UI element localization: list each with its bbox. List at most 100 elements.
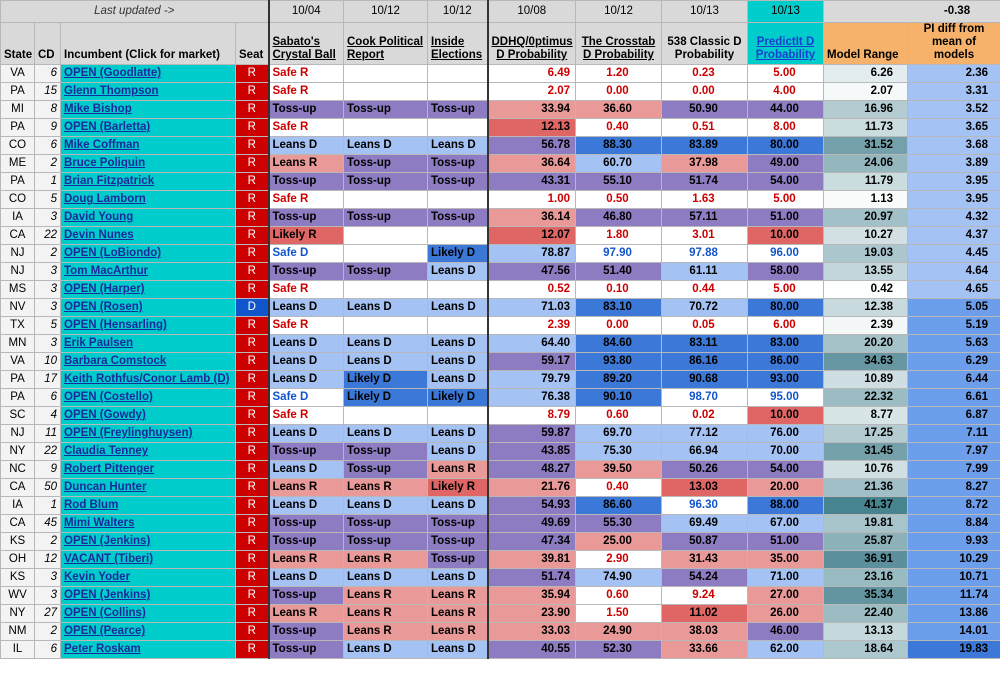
predictit-prob-cell: 62.00 — [747, 640, 824, 659]
incumbent-market-link[interactable]: OPEN (Jenkins) — [60, 532, 236, 551]
fte-prob-cell: 66.94 — [661, 442, 748, 461]
incumbent-market-link[interactable]: OPEN (Goodlatte) — [60, 64, 236, 83]
incumbent-market-link[interactable]: Keith Rothfus/Conor Lamb (D) — [60, 370, 236, 389]
incumbent-market-link[interactable]: Glenn Thompson — [60, 82, 236, 101]
fte-prob-cell: 77.12 — [661, 424, 748, 443]
sabato-rating-cell: Leans D — [268, 334, 344, 353]
incumbent-market-link[interactable]: Duncan Hunter — [60, 478, 236, 497]
incumbent-market-link[interactable]: OPEN (Rosen) — [60, 298, 236, 317]
incumbent-market-link[interactable]: Rod Blum — [60, 496, 236, 515]
model-range-cell: 25.87 — [823, 532, 908, 551]
inside-rating-cell: Leans D — [427, 352, 489, 371]
table-row: SC 4 OPEN (Gowdy) R Safe R 8.79 0.60 0.02 10.00 8… — [0, 406, 1000, 425]
incumbent-market-link[interactable]: OPEN (Jenkins) — [60, 586, 236, 605]
incumbent-market-link[interactable]: Mike Bishop — [60, 100, 236, 119]
incumbent-market-link[interactable]: OPEN (Freylinghuysen) — [60, 424, 236, 443]
crosstab-prob-cell: 1.80 — [575, 226, 662, 245]
incumbent-market-link[interactable]: OPEN (Collins) — [60, 604, 236, 623]
state-cell: NM — [0, 622, 35, 641]
state-cell: NJ — [0, 244, 35, 263]
model-range-cell: 11.79 — [823, 172, 908, 191]
ddhq-prob-cell: 33.94 — [487, 100, 576, 119]
table-row: VA 10 Barbara Comstock R Leans D Leans D Leans… — [0, 352, 1000, 371]
state-cell: SC — [0, 406, 35, 425]
pi-diff-cell: 2.36 — [907, 64, 1000, 83]
district-cell: 1 — [34, 172, 61, 191]
table-row: NY 27 OPEN (Collins) R Leans R Leans R Leans R… — [0, 604, 1000, 623]
state-cell: PA — [0, 370, 35, 389]
state-cell: ME — [0, 154, 35, 173]
model-range-cell: 19.03 — [823, 244, 908, 263]
ddhq-prob-cell: 49.69 — [487, 514, 576, 533]
col-cook[interactable]: Cook Political Report — [343, 22, 428, 65]
sabato-rating-cell: Toss-up — [268, 442, 344, 461]
incumbent-market-link[interactable]: OPEN (Pearce) — [60, 622, 236, 641]
cook-rating-cell: Toss-up — [343, 514, 428, 533]
incumbent-market-link[interactable]: Devin Nunes — [60, 226, 236, 245]
predictit-prob-cell: 6.00 — [747, 316, 824, 335]
district-cell: 2 — [34, 532, 61, 551]
incumbent-market-link[interactable]: Barbara Comstock — [60, 352, 236, 371]
incumbent-market-link[interactable]: OPEN (Costello) — [60, 388, 236, 407]
col-sabato[interactable]: Sabato's Crystal Ball — [268, 22, 344, 65]
pi-diff-cell: 7.99 — [907, 460, 1000, 479]
col-inside[interactable]: Inside Elections — [427, 22, 489, 65]
incumbent-market-link[interactable]: Mimi Walters — [60, 514, 236, 533]
crosstab-prob-cell: 90.10 — [575, 388, 662, 407]
date-cook: 10/12 — [343, 0, 428, 23]
incumbent-market-link[interactable]: VACANT (Tiberi) — [60, 550, 236, 569]
seat-party-cell: R — [235, 208, 270, 227]
incumbent-market-link[interactable]: Mike Coffman — [60, 136, 236, 155]
pi-diff-cell: 3.52 — [907, 100, 1000, 119]
district-cell: 8 — [34, 100, 61, 119]
model-range-cell: 22.40 — [823, 604, 908, 623]
col-predictit[interactable]: PredictIt D Probability — [747, 22, 824, 65]
predictit-prob-cell: 70.00 — [747, 442, 824, 461]
predictit-prob-cell: 10.00 — [747, 226, 824, 245]
incumbent-market-link[interactable]: OPEN (Hensarling) — [60, 316, 236, 335]
state-cell: OH — [0, 550, 35, 569]
incumbent-market-link[interactable]: OPEN (Gowdy) — [60, 406, 236, 425]
sabato-rating-cell: Leans D — [268, 352, 344, 371]
ddhq-prob-cell: 12.07 — [487, 226, 576, 245]
fte-prob-cell: 0.02 — [661, 406, 748, 425]
incumbent-market-link[interactable]: Brian Fitzpatrick — [60, 172, 236, 191]
col-ddhq[interactable]: DDHQ/0ptimus D Probability — [487, 22, 576, 65]
model-range-cell: 23.16 — [823, 568, 908, 587]
incumbent-market-link[interactable]: Erik Paulsen — [60, 334, 236, 353]
table-row: PA 6 OPEN (Costello) R Safe D Likely D Likely … — [0, 388, 1000, 407]
district-cell: 3 — [34, 586, 61, 605]
fte-prob-cell: 69.49 — [661, 514, 748, 533]
ddhq-prob-cell: 47.34 — [487, 532, 576, 551]
incumbent-market-link[interactable]: Doug Lamborn — [60, 190, 236, 209]
state-cell: NV — [0, 298, 35, 317]
incumbent-market-link[interactable]: Kevin Yoder — [60, 568, 236, 587]
col-crosstab[interactable]: The Crosstab D Probability — [575, 22, 662, 65]
crosstab-prob-cell: 89.20 — [575, 370, 662, 389]
predictit-prob-cell: 10.00 — [747, 406, 824, 425]
date-sabato: 10/04 — [268, 0, 344, 23]
inside-rating-cell: Toss-up — [427, 532, 489, 551]
incumbent-market-link[interactable]: OPEN (Harper) — [60, 280, 236, 299]
table-row: PA 9 OPEN (Barletta) R Safe R 12.13 0.40 0.51 8.… — [0, 118, 1000, 137]
sabato-rating-cell: Toss-up — [268, 262, 344, 281]
incumbent-market-link[interactable]: OPEN (Barletta) — [60, 118, 236, 137]
incumbent-market-link[interactable]: Peter Roskam — [60, 640, 236, 659]
seat-party-cell: R — [235, 280, 270, 299]
incumbent-market-link[interactable]: OPEN (LoBiondo) — [60, 244, 236, 263]
incumbent-market-link[interactable]: David Young — [60, 208, 236, 227]
sabato-rating-cell: Safe R — [268, 316, 344, 335]
incumbent-market-link[interactable]: Bruce Poliquin — [60, 154, 236, 173]
ddhq-prob-cell: 51.74 — [487, 568, 576, 587]
incumbent-market-link[interactable]: Claudia Tenney — [60, 442, 236, 461]
pi-diff-cell: 10.71 — [907, 568, 1000, 587]
incumbent-market-link[interactable]: Tom MacArthur — [60, 262, 236, 281]
ddhq-prob-cell: 64.40 — [487, 334, 576, 353]
table-row: MS 3 OPEN (Harper) R Safe R 0.52 0.10 0.44 5.00 0… — [0, 280, 1000, 299]
crosstab-prob-cell: 0.10 — [575, 280, 662, 299]
table-row: PA 17 Keith Rothfus/Conor Lamb (D) R Leans D… — [0, 370, 1000, 389]
inside-rating-cell — [427, 316, 489, 335]
inside-rating-cell: Toss-up — [427, 154, 489, 173]
seat-party-cell: R — [235, 514, 270, 533]
incumbent-market-link[interactable]: Robert Pittenger — [60, 460, 236, 479]
